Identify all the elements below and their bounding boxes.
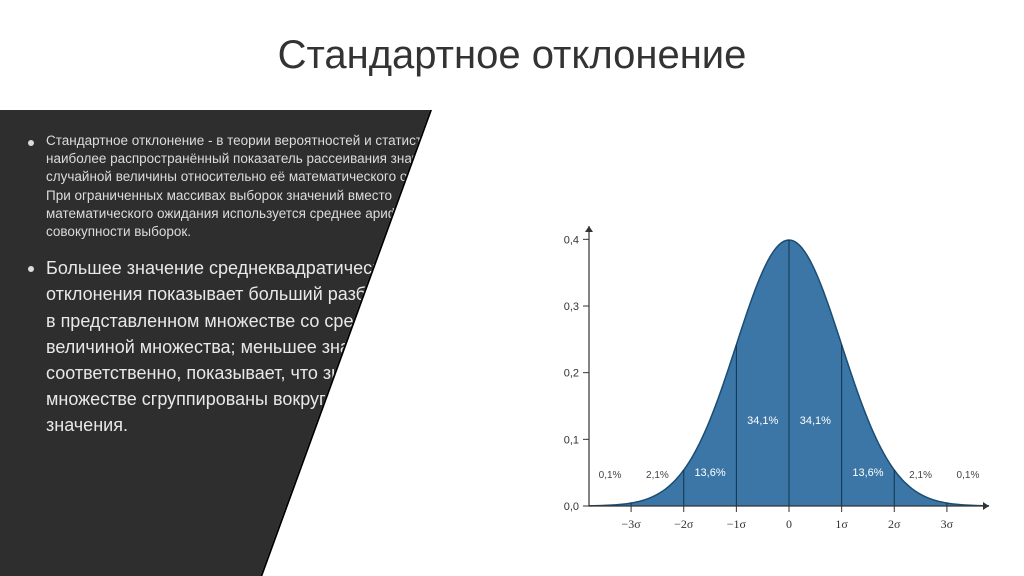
svg-text:−1σ: −1σ [727, 517, 747, 531]
svg-text:0,3: 0,3 [564, 301, 579, 313]
svg-text:2,1%: 2,1% [646, 470, 669, 481]
svg-text:0,1: 0,1 [564, 434, 579, 446]
svg-text:2σ: 2σ [888, 517, 901, 531]
svg-text:1σ: 1σ [835, 517, 848, 531]
normal-distribution-chart: −3σ −2σ −1σ 0 1σ 2σ 3σ 0,0 0,1 0,2 0,3 0,4 0,1% 2,1% 1… [534, 216, 1004, 546]
bullet-dot-icon [28, 140, 34, 146]
svg-text:2,1%: 2,1% [909, 470, 932, 481]
slide-title: Стандартное отклонение [278, 33, 747, 78]
svg-text:0,1%: 0,1% [957, 470, 980, 481]
svg-text:0: 0 [786, 517, 792, 531]
svg-text:−3σ: −3σ [621, 517, 641, 531]
svg-text:0,2: 0,2 [564, 368, 579, 380]
svg-text:13,6%: 13,6% [694, 467, 725, 479]
svg-text:3σ: 3σ [941, 517, 954, 531]
svg-text:−2σ: −2σ [674, 517, 694, 531]
bullet-dot-icon [28, 266, 34, 272]
svg-text:34,1%: 34,1% [800, 415, 831, 427]
svg-text:0,0: 0,0 [564, 501, 579, 513]
svg-text:34,1%: 34,1% [747, 415, 778, 427]
svg-text:0,4: 0,4 [564, 234, 579, 246]
svg-text:13,6%: 13,6% [852, 467, 883, 479]
svg-text:0,1%: 0,1% [599, 470, 622, 481]
